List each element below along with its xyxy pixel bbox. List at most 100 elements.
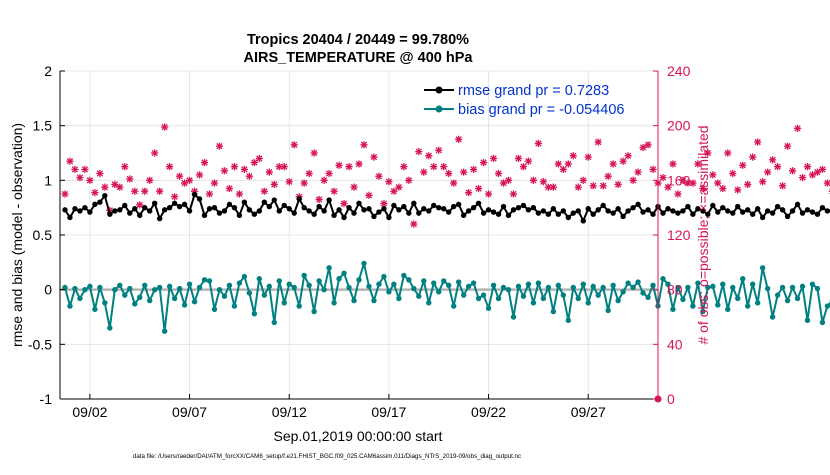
rmse-point (670, 208, 675, 213)
bias-point (765, 286, 770, 291)
rmse-point (292, 210, 297, 215)
bias-point (132, 301, 137, 306)
rmse-point (441, 206, 446, 211)
obs-assimilated-point (101, 184, 108, 191)
rmse-point (755, 206, 760, 211)
obs-assimilated-point (360, 141, 367, 148)
bias-point (277, 278, 282, 283)
bias-point (581, 282, 586, 287)
obs-assimilated-point (744, 181, 751, 188)
obs-assimilated-point (121, 163, 128, 170)
rmse-point (426, 208, 431, 213)
obs-assimilated-point (271, 181, 278, 188)
obs-assimilated-point (495, 170, 502, 177)
x-tick-label: 09/12 (272, 404, 307, 420)
obs-assimilated-point (769, 156, 776, 163)
bias-point (576, 296, 581, 301)
bias-point (137, 295, 142, 300)
rmse-point (456, 202, 461, 207)
bias-point (506, 287, 511, 292)
obs-assimilated-point (306, 170, 313, 177)
rmse-point (720, 205, 725, 210)
rmse-point (546, 212, 551, 217)
obs-assimilated-point (176, 173, 183, 180)
obs-assimilated-point (824, 179, 830, 186)
rmse-point (311, 212, 316, 217)
bias-point (805, 318, 810, 323)
rmse-point (287, 206, 292, 211)
obs-assimilated-point (301, 179, 308, 186)
rmse-point (117, 207, 122, 212)
rmse-point (421, 206, 426, 211)
rmse-point (172, 201, 177, 206)
rmse-point (177, 204, 182, 209)
obs-assimilated-point (76, 174, 83, 181)
obs-assimilated-point (530, 177, 537, 184)
bias-point (401, 273, 406, 278)
bias-point (336, 276, 341, 281)
bias-point (740, 276, 745, 281)
bias-point (800, 284, 805, 289)
rmse-point (62, 207, 67, 212)
rmse-point (675, 210, 680, 215)
bias-point (640, 290, 645, 295)
obs-assimilated-point (91, 189, 98, 196)
bias-point (491, 283, 496, 288)
obs-assimilated-point (799, 174, 806, 181)
bias-point (67, 303, 72, 308)
rmse-point (501, 204, 506, 209)
bias-point (780, 285, 785, 290)
obs-assimilated-point (281, 163, 288, 170)
obs-assimilated-point (565, 160, 572, 167)
rmse-point (511, 207, 516, 212)
rmse-point (92, 202, 97, 207)
obs-assimilated-point (620, 158, 627, 165)
bias-point (117, 283, 122, 288)
obs-assimilated-point (649, 166, 656, 173)
bias-point (381, 274, 386, 279)
bias-point (406, 277, 411, 282)
rmse-point (760, 215, 765, 220)
obs-assimilated-point (126, 175, 133, 182)
rmse-point (471, 205, 476, 210)
bias-point (790, 285, 795, 290)
obs-assimilated-point (365, 192, 372, 199)
bias-point (755, 300, 760, 305)
bias-point (670, 307, 675, 312)
bias-point (326, 265, 331, 270)
rmse-point (67, 215, 72, 220)
bias-point (496, 296, 501, 301)
right-y-tick-label: 0 (667, 391, 675, 407)
obs-assimilated-point (340, 200, 347, 207)
rmse-point (506, 213, 511, 218)
obs-assimilated-point (350, 184, 357, 191)
obs-assimilated-point (764, 169, 771, 176)
obs-assimilated-point (580, 177, 587, 184)
obs-assimilated-point (146, 177, 153, 184)
bias-point (660, 276, 665, 281)
obs-assimilated-point (166, 163, 173, 170)
obs-assimilated-point (719, 185, 726, 192)
rmse-point (396, 207, 401, 212)
obs-assimilated-point (420, 169, 427, 176)
obs-assimilated-point (405, 177, 412, 184)
bias-point (720, 282, 725, 287)
rmse-point (541, 208, 546, 213)
rmse-point (436, 205, 441, 210)
rmse-point (346, 205, 351, 210)
bias-point (591, 284, 596, 289)
obs-assimilated-point (326, 170, 333, 177)
rmse-point (536, 210, 541, 215)
rmse-point (381, 206, 386, 211)
rmse-point (82, 205, 87, 210)
right-y-axis-label: # of obs: o=possible; ×=assimilated (695, 125, 711, 344)
rmse-point (685, 204, 690, 209)
rmse-point (147, 208, 152, 213)
x-tick-label: 09/02 (72, 404, 107, 420)
bias-point (750, 282, 755, 287)
obs-assimilated-point (201, 159, 208, 166)
bias-point (715, 302, 720, 307)
rmse-point (321, 208, 326, 213)
bias-point (147, 298, 152, 303)
obs-assimilated-point (231, 163, 238, 170)
